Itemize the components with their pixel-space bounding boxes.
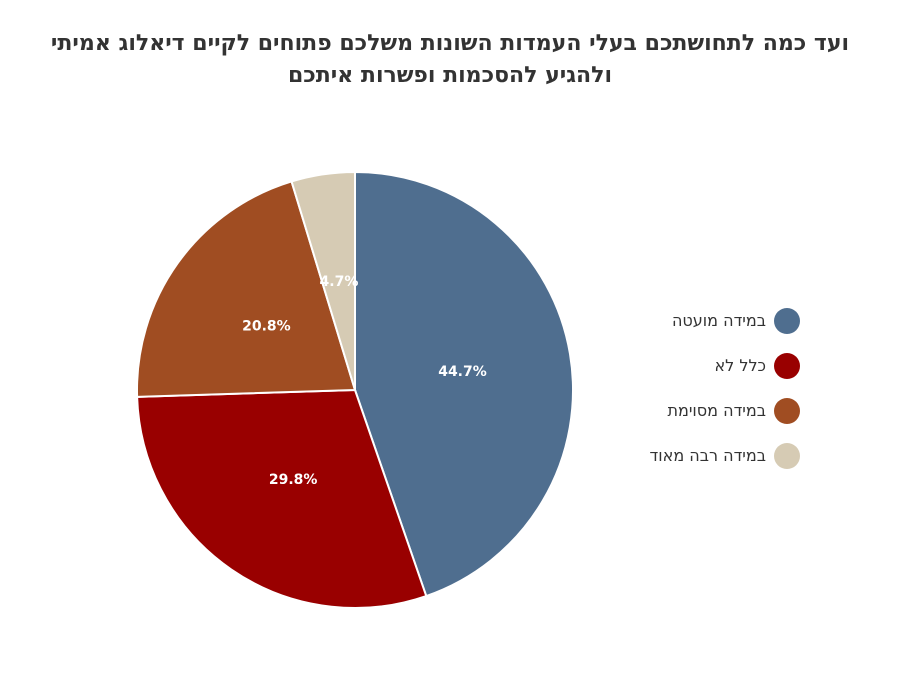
legend-label: כלל לא [714,356,766,375]
legend-item[interactable]: במידה רבה מאוד [600,441,800,471]
chart-title-line-2: ולהגיע להסכמות ופשרות איתכם [287,63,613,88]
legend-label: במידה רבה מאוד [649,446,766,465]
slice-data-label: 29.8% [269,472,318,488]
legend-swatch [774,443,800,469]
legend-item[interactable]: במידה מועטה [600,306,800,336]
pie-slice[interactable] [136,180,356,398]
chart-legend: במידה מועטה כלל לא במידה מסוימת במידה רב… [600,306,800,486]
legend-item[interactable]: כלל לא [600,351,800,381]
legend-label: במידה מסוימת [667,401,766,420]
legend-swatch [774,398,800,424]
legend-item[interactable]: במידה מסוימת [600,396,800,426]
chart-title: ועד כמה לתחושתכם בעלי העמדות השונות משלכ… [0,28,900,92]
slice-data-label: 20.8% [242,318,291,334]
legend-swatch [774,353,800,379]
legend-label: במידה מועטה [671,311,766,330]
pie-slice[interactable] [136,389,428,609]
chart-title-line-1: ועד כמה לתחושתכם בעלי העמדות השונות משלכ… [50,31,850,56]
pie-slice[interactable] [354,171,575,598]
slice-data-label: 44.7% [438,364,487,380]
legend-swatch [774,308,800,334]
slice-data-label: 4.7% [320,274,359,290]
pie-slice[interactable] [290,171,356,391]
